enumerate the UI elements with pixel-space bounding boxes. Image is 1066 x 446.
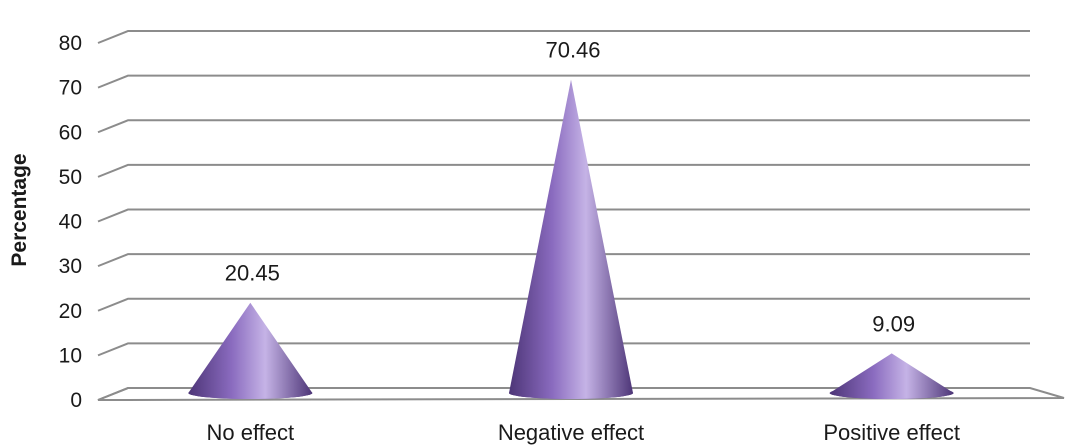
gridline bbox=[97, 119, 1030, 134]
gridline bbox=[97, 30, 1030, 44]
cone-bar bbox=[188, 302, 313, 400]
y-tick-label: 40 bbox=[59, 211, 82, 234]
data-label: 70.46 bbox=[545, 38, 600, 63]
category-labels: No effect Negative effect Positive effect bbox=[207, 420, 960, 445]
category-label: Positive effect bbox=[823, 420, 960, 445]
floor bbox=[97, 387, 1065, 401]
gridline bbox=[97, 253, 1030, 268]
data-label: 9.09 bbox=[872, 311, 915, 336]
y-tick-label: 20 bbox=[59, 300, 82, 323]
gridline bbox=[97, 297, 1030, 312]
data-label: 20.45 bbox=[225, 261, 280, 286]
y-axis-ticks: 0 10 20 30 40 50 60 70 80 bbox=[59, 32, 82, 412]
category-label: Negative effect bbox=[498, 420, 644, 445]
y-tick-label: 70 bbox=[59, 77, 82, 100]
y-tick-label: 80 bbox=[59, 32, 82, 55]
y-tick-label: 50 bbox=[59, 166, 82, 189]
cones bbox=[188, 79, 954, 400]
gridlines bbox=[97, 30, 1065, 401]
y-tick-label: 0 bbox=[70, 389, 82, 412]
gridline bbox=[97, 208, 1030, 223]
y-tick-label: 30 bbox=[59, 255, 82, 278]
category-label: No effect bbox=[207, 420, 295, 445]
cone-bar bbox=[509, 79, 633, 399]
y-tick-label: 60 bbox=[59, 121, 82, 144]
y-tick-label: 10 bbox=[59, 344, 82, 367]
gridline bbox=[97, 163, 1030, 178]
gridline bbox=[97, 342, 1030, 357]
cone-bar bbox=[829, 353, 954, 399]
y-axis-title: Percentage bbox=[8, 153, 31, 266]
data-labels: 20.45 70.46 9.09 bbox=[225, 38, 915, 337]
gridline bbox=[97, 74, 1030, 89]
